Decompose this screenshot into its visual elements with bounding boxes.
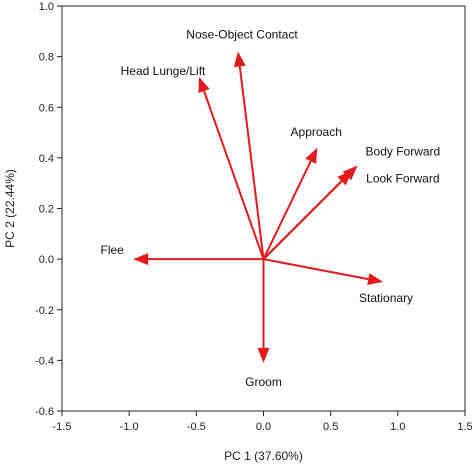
y-tick-label: -0.2 <box>35 305 54 317</box>
vector-label: Look Forward <box>366 172 439 186</box>
arrow-shaft <box>262 180 343 260</box>
arrow-shaft <box>263 258 369 281</box>
vector-label: Body Forward <box>366 144 441 158</box>
y-tick-label: -0.6 <box>35 406 54 418</box>
vector-label: Stationary <box>359 291 413 305</box>
arrow-head <box>305 147 318 164</box>
vector-label: Groom <box>245 375 282 389</box>
arrow-head <box>233 51 246 68</box>
axes: -1.5 -1.0 -0.5 0.0 0.5 1.0 1.5 -0.6 -0.4 -0.2 0.0 0… <box>35 1 473 433</box>
x-tick-label: -0.5 <box>187 421 206 433</box>
arrow-head <box>367 273 384 285</box>
x-tick-label: 1.0 <box>390 421 405 433</box>
arrow-shaft <box>203 90 265 260</box>
y-tick-label: -0.4 <box>35 355 54 367</box>
y-tick-label: 0.8 <box>39 52 54 64</box>
loading-arrows <box>133 51 384 363</box>
x-tick-label: 0.5 <box>323 421 338 433</box>
vector-label: Head Lunge/Lift <box>121 64 206 78</box>
vector-label: Nose-Object Contact <box>186 28 298 42</box>
y-tick-label: 1.0 <box>39 1 54 13</box>
y-tick-label: 0.6 <box>39 102 54 114</box>
x-tick-label: -1.5 <box>53 421 72 433</box>
arrow-head <box>257 347 270 363</box>
arrow-shaft <box>238 66 265 260</box>
x-axis-title: PC 1 (37.60%) <box>224 449 303 463</box>
arrow-head <box>198 76 210 94</box>
vector-label: Approach <box>291 125 342 139</box>
arrow-shaft <box>262 160 312 260</box>
arrow-head <box>133 253 149 266</box>
y-axis-title: PC 2 (22.44%) <box>3 169 17 248</box>
x-tick-label: 0.0 <box>256 421 271 433</box>
x-tick-label: -1.0 <box>120 421 139 433</box>
y-tick-label: 0.0 <box>39 254 54 266</box>
arrow-head <box>337 170 353 186</box>
arrow-labels: Nose-Object Contact Head Lunge/Lift Approa… <box>101 28 441 389</box>
y-tick-label: 0.2 <box>39 204 54 216</box>
vector-label: Flee <box>101 243 125 257</box>
x-tick-label: 1.5 <box>457 421 472 433</box>
y-tick-label: 0.4 <box>39 153 54 165</box>
